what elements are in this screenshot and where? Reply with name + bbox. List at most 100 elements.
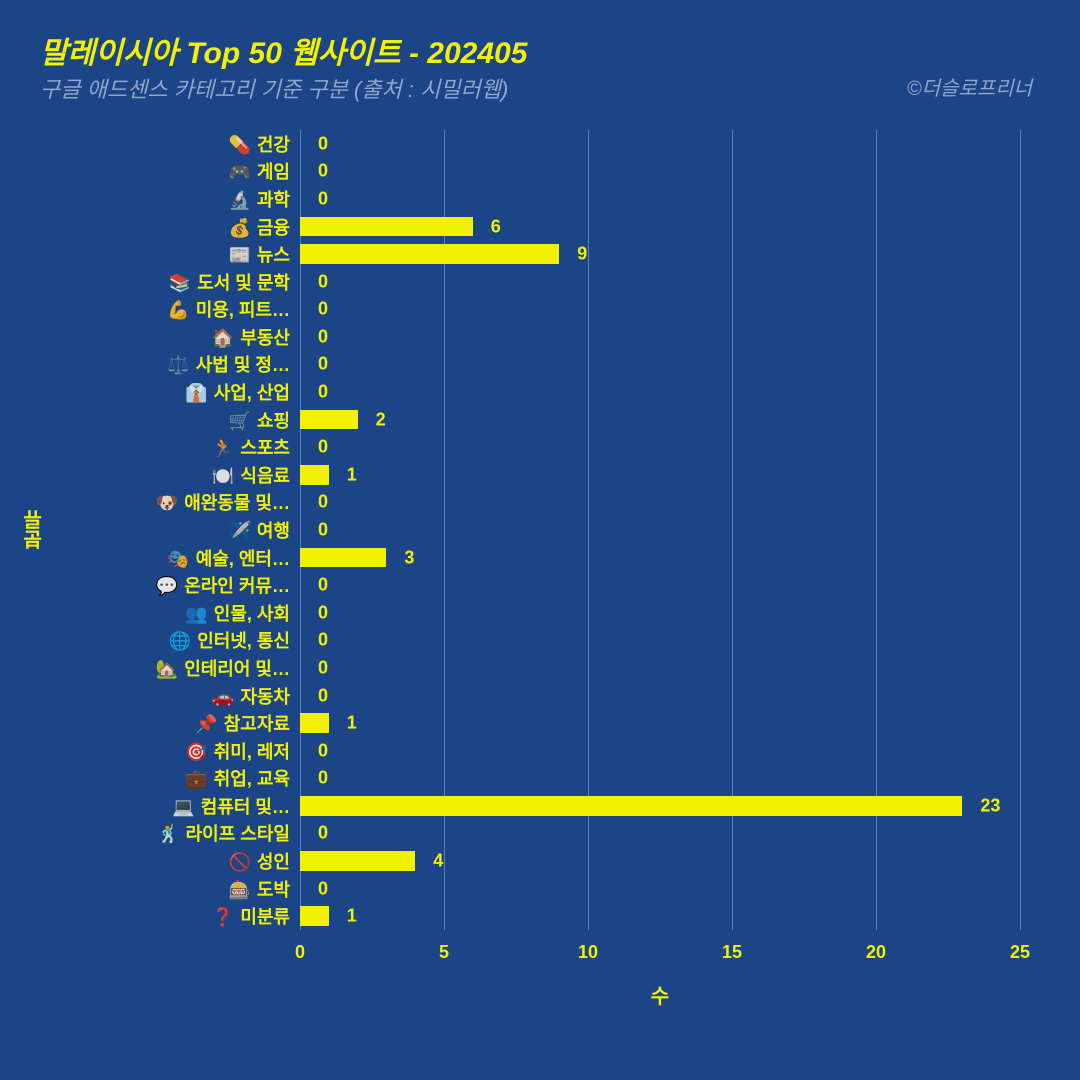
category-text: 인물, 사회 <box>214 604 290 624</box>
value-label: 6 <box>491 216 501 237</box>
category-emoji-icon: 🍽️ <box>212 466 234 486</box>
value-label: 1 <box>347 464 357 485</box>
category-label: 🎰도박 <box>228 876 290 902</box>
category-emoji-icon: 🔬 <box>228 190 250 210</box>
category-text: 식음료 <box>240 466 290 486</box>
category-label: 🚫 성인 <box>228 848 290 874</box>
category-row: ⚖️사법 및 정…0 <box>300 351 1020 379</box>
category-emoji-icon: 📚 <box>169 273 191 293</box>
bar <box>300 796 962 816</box>
category-emoji-icon: 🏡 <box>156 659 178 679</box>
value-label: 0 <box>318 437 328 458</box>
value-label: 0 <box>318 299 328 320</box>
bar <box>300 851 415 871</box>
category-text: 쇼핑 <box>257 411 290 431</box>
category-row: 🚫성인4 <box>300 847 1020 875</box>
value-label: 0 <box>318 519 328 540</box>
category-text: 사법 및 정… <box>196 355 290 375</box>
category-label: 🎯취미, 레저 <box>185 738 290 764</box>
category-text: 성인 <box>257 852 290 872</box>
category-emoji-icon: 🐶 <box>156 493 178 513</box>
value-label: 0 <box>318 878 328 899</box>
category-label: 💬온라인 커뮤… <box>156 572 290 598</box>
category-label: 📚 도서 및 문학 <box>169 269 290 295</box>
category-text: 사업, 산업 <box>214 383 290 403</box>
category-label: ⚖️사법 및 정… <box>167 351 290 377</box>
category-label: 💼 취업, 교육 <box>185 765 290 791</box>
category-emoji-icon: 🏠 <box>212 328 234 348</box>
bar <box>300 244 559 264</box>
xtick-label: 20 <box>866 942 886 963</box>
category-label: 🕺라이프 스타일 <box>157 820 290 846</box>
xtick-label: 0 <box>295 942 305 963</box>
category-label: 🏡 인테리어 및… <box>156 655 290 681</box>
category-text: 인테리어 및… <box>184 659 290 679</box>
category-label: 💻컴퓨터 및… <box>172 793 290 819</box>
chart-plot-area: 0510152025수분류💊건강0🎮게임0🔬과학0💰금융6📰뉴스9📚도서 및 문… <box>300 130 1020 930</box>
category-label: 🐶애완동물 및… <box>156 489 290 515</box>
value-label: 1 <box>347 906 357 927</box>
xtick-label: 10 <box>578 942 598 963</box>
value-label: 0 <box>318 823 328 844</box>
value-label: 1 <box>347 713 357 734</box>
category-emoji-icon: 🎭 <box>167 549 189 569</box>
xtick-label: 15 <box>722 942 742 963</box>
category-label: 🚗자동차 <box>212 683 290 709</box>
value-label: 0 <box>318 382 328 403</box>
value-label: 0 <box>318 575 328 596</box>
value-label: 4 <box>433 851 443 872</box>
bar <box>300 548 386 568</box>
gridline <box>1020 130 1021 930</box>
category-label: 🎮게임 <box>228 158 290 184</box>
category-label: ✈️여행 <box>228 517 290 543</box>
category-row: 💻컴퓨터 및…23 <box>300 792 1020 820</box>
category-emoji-icon: 💼 <box>185 769 207 789</box>
value-label: 3 <box>404 547 414 568</box>
category-label: 🏠부동산 <box>212 324 290 350</box>
category-row: 💼취업, 교육0 <box>300 764 1020 792</box>
value-label: 9 <box>577 244 587 265</box>
bar <box>300 465 329 485</box>
category-row: 🔬과학0 <box>300 185 1020 213</box>
bar <box>300 713 329 733</box>
category-text: 미용, 피트… <box>196 300 290 320</box>
category-text: 과학 <box>257 190 290 210</box>
chart-container: 말레이시아 Top 50 웹사이트 - 202405 구글 애드센스 카테고리 … <box>0 0 1080 1080</box>
category-label: 🌐인터넷, 통신 <box>169 627 290 653</box>
category-row: 🕺라이프 스타일0 <box>300 820 1020 848</box>
category-text: 뉴스 <box>257 245 290 265</box>
category-text: 미분류 <box>240 907 290 927</box>
category-emoji-icon: 👔 <box>185 383 207 403</box>
category-text: 스포츠 <box>240 438 290 458</box>
value-label: 0 <box>318 492 328 513</box>
value-label: 0 <box>318 630 328 651</box>
category-row: 📌참고자료1 <box>300 709 1020 737</box>
y-axis-label: 분류 <box>20 510 49 550</box>
value-label: 0 <box>318 161 328 182</box>
category-text: 여행 <box>257 521 290 541</box>
category-row: 💬온라인 커뮤…0 <box>300 571 1020 599</box>
category-label: 📰 뉴스 <box>228 241 290 267</box>
bar <box>300 906 329 926</box>
value-label: 0 <box>318 602 328 623</box>
chart-credit: ©더슬로프리너 <box>907 72 1032 101</box>
category-text: 취업, 교육 <box>214 769 290 789</box>
category-row: 💰금융6 <box>300 213 1020 241</box>
category-label: 💰금융 <box>228 214 290 240</box>
category-row: 💊건강0 <box>300 130 1020 158</box>
value-label: 0 <box>318 768 328 789</box>
category-row: 🎭예술, 엔터…3 <box>300 544 1020 572</box>
category-emoji-icon: 🎮 <box>228 162 250 182</box>
category-text: 컴퓨터 및… <box>201 797 290 817</box>
category-text: 인터넷, 통신 <box>197 631 290 651</box>
category-text: 건강 <box>257 135 290 155</box>
category-label: 💪미용, 피트… <box>167 296 290 322</box>
value-label: 0 <box>318 685 328 706</box>
category-row: 🎰도박0 <box>300 875 1020 903</box>
category-label: 👔 사업, 산업 <box>185 379 290 405</box>
category-text: 도서 및 문학 <box>197 273 290 293</box>
chart-subtitle: 구글 애드센스 카테고리 기준 구분 (출처 : 시밀러웹) <box>40 72 508 104</box>
category-text: 라이프 스타일 <box>186 824 290 844</box>
category-emoji-icon: 📰 <box>228 245 250 265</box>
category-emoji-icon: 🚫 <box>228 852 250 872</box>
